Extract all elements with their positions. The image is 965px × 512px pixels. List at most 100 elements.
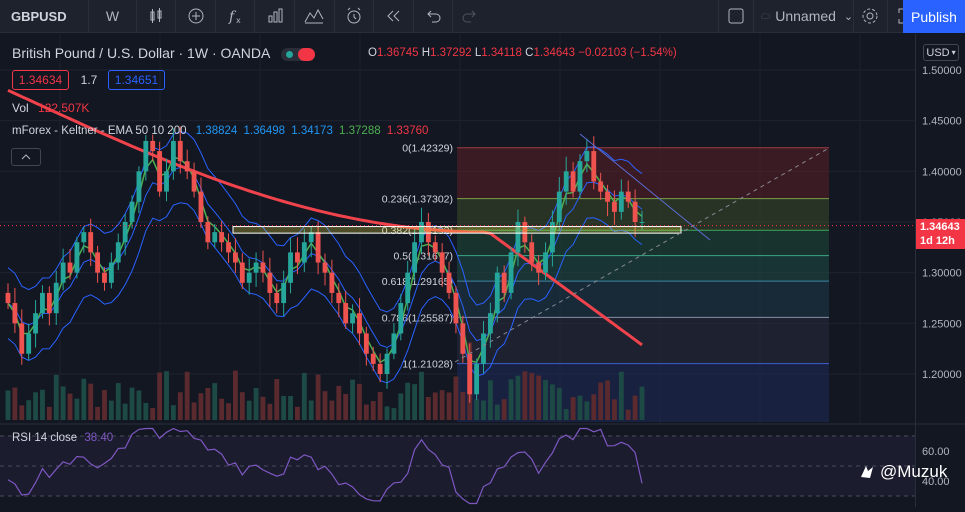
volume-bar — [5, 390, 11, 420]
layout-name-label: Unnamed — [775, 8, 836, 24]
rsi-line — [7, 427, 643, 505]
candle-body — [102, 272, 107, 283]
volume-bar — [522, 371, 528, 420]
keltner-legend: mForex - Keltner - EMA 50 10 200 1.38824… — [12, 125, 428, 137]
candle-body — [357, 313, 362, 334]
candle-body — [515, 222, 521, 253]
candle-body — [487, 313, 493, 334]
templates-icon[interactable] — [295, 0, 335, 33]
price-axis[interactable]: 1.500001.450001.400001.350001.300001.250… — [915, 34, 965, 507]
volume-bar — [74, 398, 80, 420]
price-chart[interactable]: 0(1.42329) 0.236(1.37302) 0.382(1.34192) 0.… — [0, 34, 915, 507]
candle-body — [322, 262, 328, 273]
candle-body — [177, 140, 183, 162]
volume-bars — [5, 342, 645, 420]
author-watermark: @Muzuk — [858, 462, 947, 482]
buy-price-button[interactable]: 1.34651 — [108, 70, 165, 90]
candle-body — [143, 140, 149, 172]
volume-bar — [550, 384, 555, 420]
candle-body — [315, 232, 321, 263]
cloud-icon — [761, 12, 771, 19]
chevron-up-icon — [21, 154, 31, 160]
close-value: 1.34643 — [533, 47, 576, 59]
candle-body — [239, 262, 245, 283]
volume-bar — [288, 395, 293, 420]
keltner-value: 1.34173 — [291, 125, 333, 137]
volume-bar — [267, 403, 273, 420]
candle-body — [550, 222, 555, 253]
collapse-legend-button[interactable] — [11, 148, 41, 166]
candle-body — [494, 272, 500, 314]
candle-body — [26, 333, 32, 354]
financials-icon[interactable] — [255, 0, 295, 33]
svg-text:x: x — [236, 16, 241, 25]
keltner-value: 1.37288 — [339, 125, 381, 137]
volume-bar — [322, 391, 328, 420]
volume-bar — [19, 405, 25, 420]
candle-body — [88, 232, 94, 253]
fib-level-label: 1(1.21028) — [402, 359, 453, 371]
interval-button[interactable]: W — [89, 0, 137, 33]
currency-button[interactable]: USD ▾ — [923, 44, 959, 61]
candle-body — [543, 252, 548, 273]
multi-layout-icon[interactable] — [719, 0, 755, 33]
keltner-value: 1.36498 — [243, 125, 286, 137]
candle-body — [95, 252, 100, 273]
high-label: H — [421, 47, 431, 59]
candle-body — [219, 232, 225, 243]
candle-body — [474, 363, 480, 395]
undo-icon[interactable] — [414, 0, 454, 33]
symbol-search-button[interactable]: GBPUSD — [0, 0, 90, 33]
candle-body — [191, 171, 197, 192]
volume-bar — [432, 392, 438, 420]
chart-type-candles-icon[interactable] — [137, 0, 177, 33]
candle-body — [570, 171, 576, 192]
currency-label: USD — [926, 46, 950, 59]
volume-bar — [95, 406, 100, 420]
candle-body — [556, 191, 562, 222]
chevron-down-icon: ⌄ — [843, 10, 854, 23]
volume-legend: Vol 122.507K — [12, 101, 89, 115]
candle-body — [115, 242, 121, 263]
candle-body — [384, 353, 390, 374]
redo-icon[interactable] — [453, 0, 719, 33]
candle-body — [425, 222, 431, 243]
candle-body — [170, 140, 176, 172]
candle-body — [301, 242, 307, 263]
candle-body — [481, 333, 486, 364]
price-tick-label: 1.45000 — [922, 116, 962, 128]
volume-label: Vol — [12, 101, 29, 115]
candle-body — [267, 272, 273, 293]
alert-icon[interactable] — [335, 0, 375, 33]
volume-bar — [536, 375, 542, 420]
settings-gear-icon[interactable] — [854, 0, 888, 33]
layout-name-button[interactable]: Unnamed ⌄ — [754, 0, 855, 33]
volume-bar — [122, 403, 128, 420]
candle-body — [81, 232, 87, 243]
compare-icon[interactable] — [176, 0, 216, 33]
replay-icon[interactable] — [374, 0, 414, 33]
volume-bar — [377, 391, 383, 420]
candle-body — [5, 292, 11, 304]
volume-bar — [53, 374, 59, 420]
volume-bar — [81, 378, 87, 420]
drawing-overlays[interactable] — [0, 133, 915, 363]
publish-button[interactable]: Publish — [903, 0, 965, 33]
candle-body — [398, 303, 404, 334]
sell-price-button[interactable]: 1.34634 — [12, 70, 69, 90]
candle-body — [591, 151, 597, 182]
candle-body — [529, 242, 535, 263]
price-tick-label: 1.50000 — [922, 65, 962, 77]
volume-bar — [301, 372, 307, 420]
candlestick-series — [5, 126, 645, 403]
candle-body — [336, 292, 342, 304]
volume-bar — [260, 396, 266, 420]
volume-bar — [281, 395, 287, 420]
volume-bar — [308, 400, 314, 420]
volume-bar — [363, 404, 369, 420]
candle-body — [308, 232, 314, 243]
symbol-title: British Pound / U.S. Dollar · 1W · OANDA — [12, 45, 316, 61]
fib-zone — [457, 255, 829, 282]
low-label: L — [474, 47, 482, 59]
